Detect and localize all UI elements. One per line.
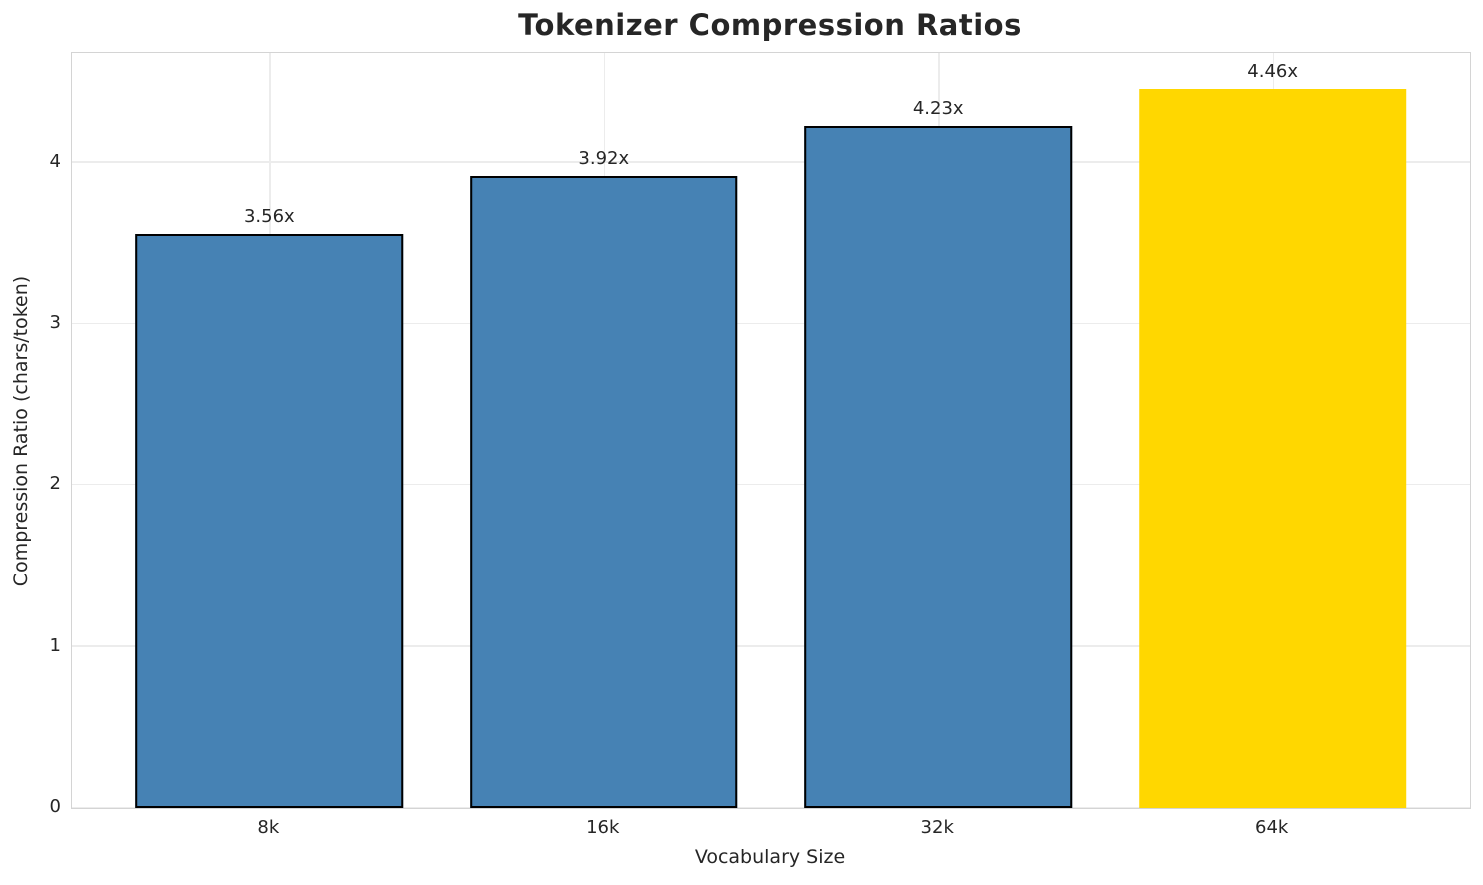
y-axis-tick-label: 4 — [49, 150, 61, 172]
bar-8k — [135, 233, 404, 808]
x-axis-tick-label: 32k — [920, 817, 954, 838]
plot-area: 3.56x 3.92x 4.23x 4.46x — [71, 52, 1471, 809]
x-axis-tick-label: 64k — [1255, 817, 1289, 838]
x-axis-tick-labels: 8k 16k 32k 64k — [71, 817, 1469, 843]
x-axis-tick-label: 16k — [586, 817, 620, 838]
x-axis-tick-label: 8k — [257, 817, 280, 838]
y-axis-tick-label: 3 — [49, 312, 61, 334]
y-axis-tick-label: 2 — [49, 473, 61, 495]
bar-value-label: 4.23x — [912, 97, 964, 119]
bars-layer — [72, 53, 1470, 808]
h-gridline — [72, 645, 1470, 647]
bar-16k — [469, 175, 738, 808]
bar-value-label: 4.46x — [1247, 60, 1299, 82]
bar-32k — [804, 125, 1072, 808]
chart-title: Tokenizer Compression Ratios — [518, 8, 1022, 42]
y-axis-label: Compression Ratio (chars/token) — [10, 275, 32, 587]
x-axis-label: Vocabulary Size — [694, 846, 846, 868]
h-gridline — [72, 483, 1470, 486]
bar-value-label: 3.92x — [578, 147, 630, 169]
bar-64k — [1138, 88, 1407, 808]
bar-labels-layer: 3.56x 3.92x 4.23x 4.46x — [72, 53, 1470, 808]
h-gridline — [72, 806, 1470, 808]
y-axis-tick-labels: 0 1 2 3 4 — [0, 52, 61, 817]
y-axis-tick-label: 1 — [49, 634, 61, 656]
h-gridline — [72, 161, 1470, 163]
h-gridline — [72, 322, 1470, 325]
bar-value-label: 3.56x — [243, 205, 295, 227]
y-axis-tick-label: 0 — [49, 796, 61, 817]
